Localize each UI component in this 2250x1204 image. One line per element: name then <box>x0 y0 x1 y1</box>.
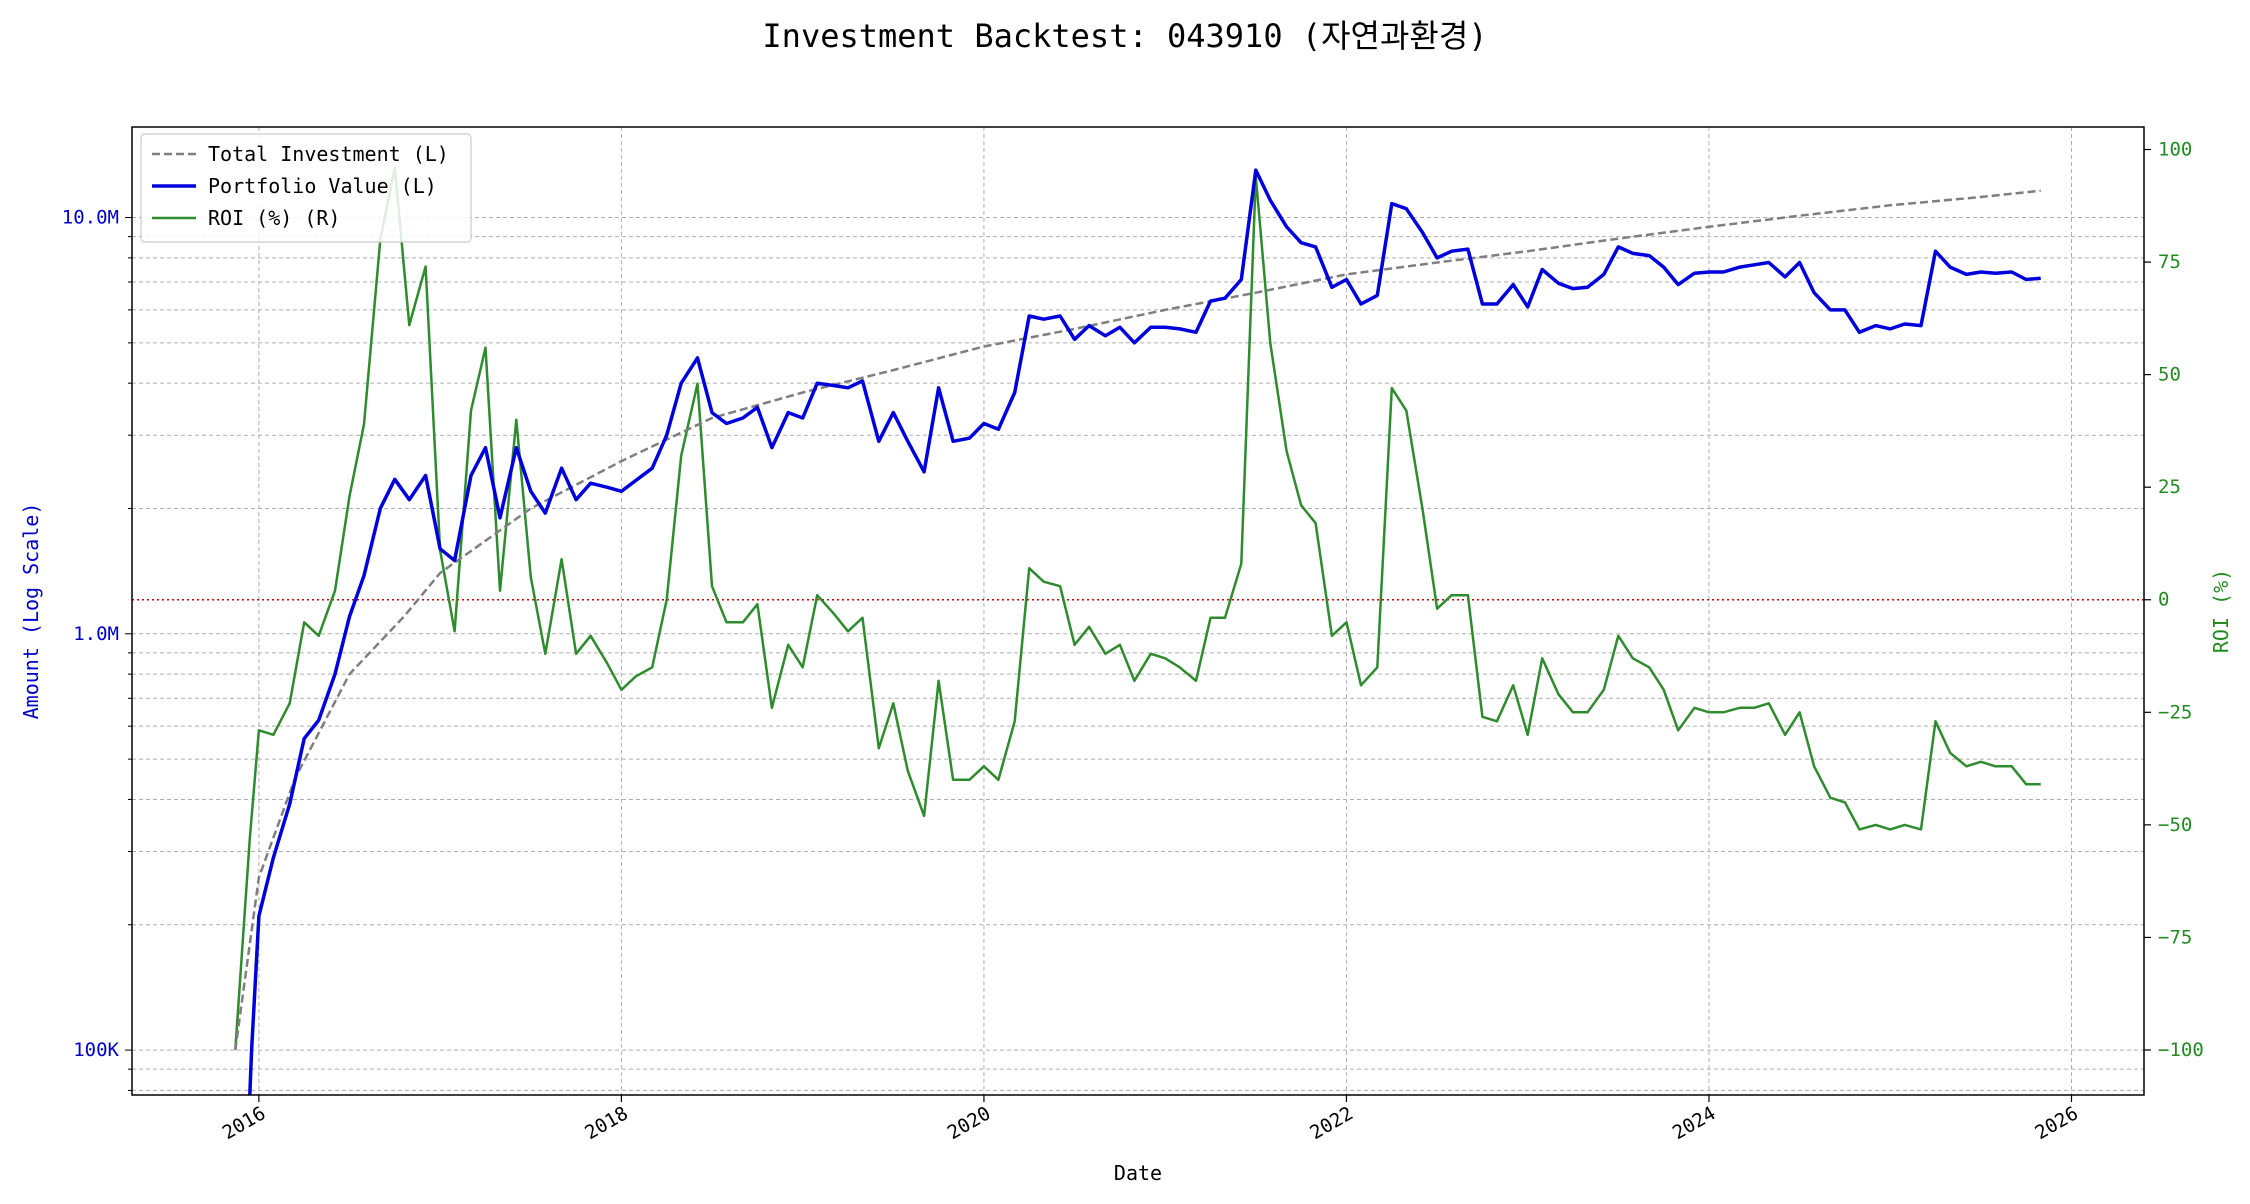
legend-label-portfolio-value: Portfolio Value (L) <box>208 174 437 198</box>
legend: Total Investment (L) Portfolio Value (L)… <box>140 133 472 243</box>
y-right-tick-label: 25 <box>2158 476 2181 498</box>
x-axis-label: Date <box>1114 1161 1162 1185</box>
plot-frame <box>131 126 2145 1096</box>
y-right-tick-label: −25 <box>2158 701 2192 723</box>
portfolio-value-line <box>248 168 2041 1096</box>
y-right-tick-label: 100 <box>2158 139 2192 161</box>
y-axis-left-label: Amount (Log Scale) <box>19 503 43 720</box>
legend-box <box>140 133 472 243</box>
series-layer <box>234 166 2041 1096</box>
x-tick-label: 2016 <box>219 1102 270 1144</box>
y-right-tick-label: 0 <box>2158 589 2169 611</box>
x-tick-label: 2026 <box>2031 1102 2082 1144</box>
y-left-tick-label: 10.0M <box>62 207 119 229</box>
x-tick-label: 2024 <box>1669 1102 1720 1144</box>
y-right-tick-label: −75 <box>2158 926 2192 948</box>
plot-background <box>132 127 2144 1095</box>
grid-lines <box>132 127 2144 1095</box>
x-tick-label: 2020 <box>944 1102 995 1144</box>
y-right-tick-label: −100 <box>2158 1039 2204 1061</box>
x-tick-label: 2018 <box>581 1102 632 1144</box>
y-axis-right-label: ROI (%) <box>2209 569 2233 653</box>
legend-label-total-investment: Total Investment (L) <box>208 142 449 166</box>
total-investment-line <box>234 189 2041 1051</box>
roi-line <box>234 166 2041 1051</box>
y-left-tick-label: 100K <box>73 1039 119 1061</box>
x-tick-label: 2022 <box>1306 1102 1357 1144</box>
y-right-tick-label: 50 <box>2158 364 2181 386</box>
y-left-tick-label: 1.0M <box>73 623 119 645</box>
y-right-tick-label: 75 <box>2158 251 2181 273</box>
chart-title: Investment Backtest: 043910 (자연과환경) <box>762 17 1487 55</box>
y-right-tick-label: −50 <box>2158 814 2192 836</box>
legend-label-roi: ROI (%) (R) <box>208 206 340 230</box>
